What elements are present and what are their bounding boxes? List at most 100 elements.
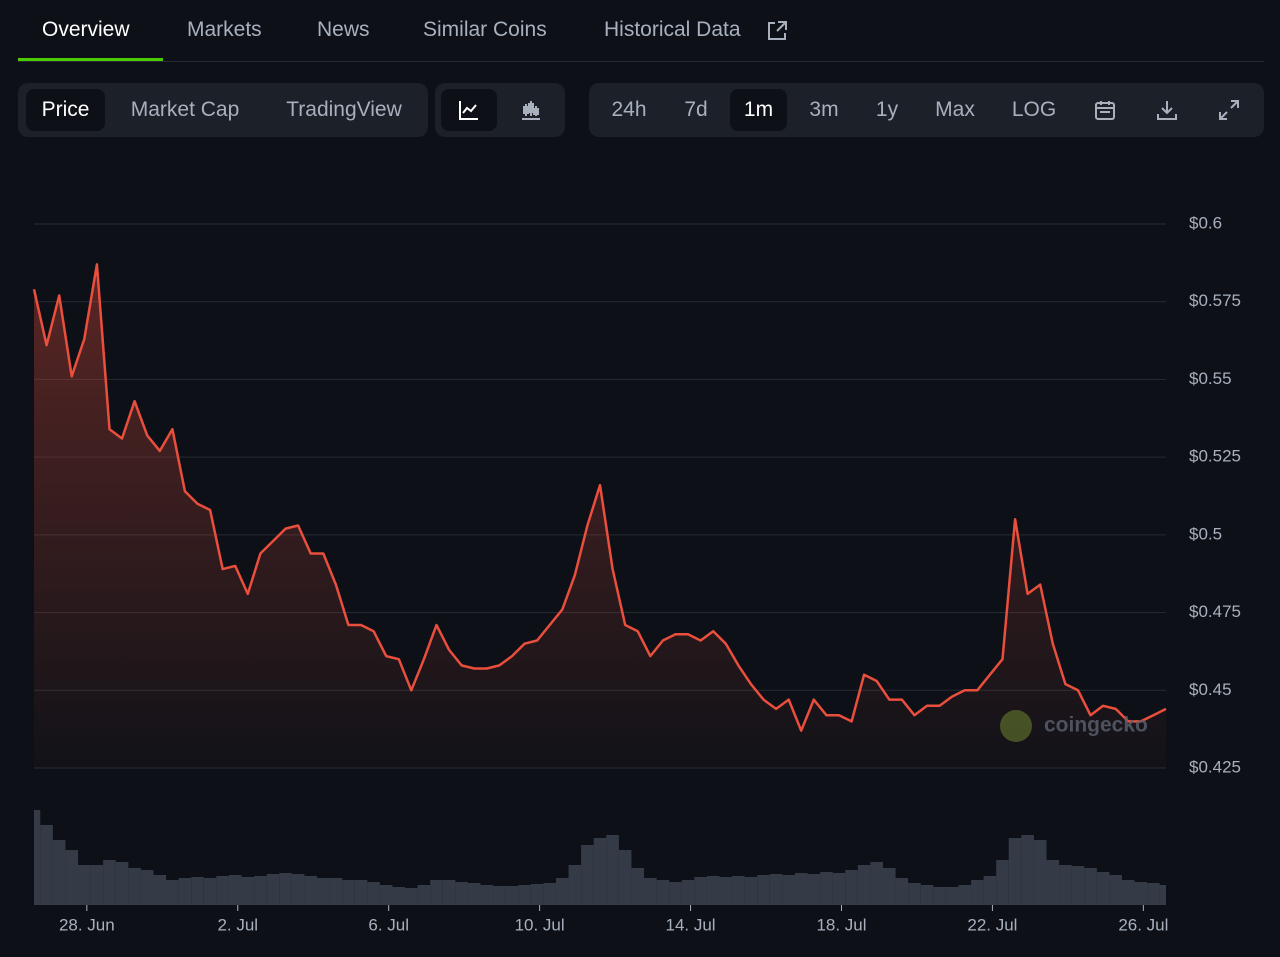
volume-bar — [555, 878, 569, 905]
range-button[interactable]: 1m — [730, 89, 787, 131]
tab[interactable]: Markets — [187, 18, 262, 41]
y-tick-label: $0.575 — [1189, 291, 1241, 310]
view-group: Price Market Cap TradingView — [18, 83, 428, 137]
fullscreen-button[interactable] — [1203, 89, 1255, 131]
volume-bar — [40, 825, 53, 905]
volume-bar — [317, 878, 330, 905]
volume-bar — [417, 885, 431, 905]
view-button[interactable]: TradingView — [286, 98, 402, 121]
volume-bar — [367, 882, 380, 905]
candle-chart-button[interactable] — [503, 89, 559, 131]
volume-bar — [128, 868, 141, 905]
volume-bar — [254, 876, 267, 905]
volume-bar — [681, 880, 695, 905]
calendar-button[interactable] — [1079, 89, 1131, 131]
volume-bar — [103, 860, 116, 905]
volume-bar — [140, 870, 154, 905]
volume-bar — [455, 882, 468, 905]
volume-bar — [543, 883, 556, 905]
volume-bar — [933, 887, 946, 905]
volume-bar — [228, 875, 242, 905]
tab[interactable]: Historical Data — [604, 18, 741, 41]
watermark-logo — [1000, 710, 1032, 742]
range-group: 24h 7d 1m 3m 1y Max LOG — [589, 83, 1264, 137]
volume-bar — [644, 878, 657, 905]
volume-bar — [971, 880, 984, 905]
y-tick-label: $0.6 — [1189, 213, 1222, 232]
tab[interactable]: News — [317, 18, 370, 41]
download-button[interactable] — [1141, 89, 1193, 131]
volume-bar — [996, 860, 1009, 905]
volume-bar — [304, 876, 317, 905]
range-button[interactable]: 3m — [809, 98, 839, 121]
volume-bar — [631, 868, 645, 905]
view-button[interactable]: Price — [26, 89, 105, 131]
price-line — [32, 263, 1167, 732]
x-tick-label: 14. Jul — [666, 915, 716, 934]
line-icon — [459, 101, 478, 120]
price-area — [34, 264, 1166, 768]
volume-bar — [191, 877, 204, 905]
y-tick-label: $0.525 — [1189, 447, 1241, 466]
line-chart-button[interactable] — [441, 89, 497, 131]
volume-bar — [870, 862, 883, 905]
volume-bar — [279, 873, 292, 905]
expand-icon — [1219, 100, 1239, 120]
volume-bar — [694, 877, 707, 905]
volume-bar — [203, 878, 217, 905]
range-button[interactable]: 1y — [875, 98, 899, 121]
volume-bar — [530, 884, 544, 905]
volume-bar — [945, 887, 959, 905]
range-button[interactable]: 7d — [684, 98, 708, 121]
volume-bar — [467, 883, 481, 905]
volume-bar — [90, 865, 104, 905]
tab[interactable]: Overview — [42, 18, 130, 41]
volume-bar — [178, 878, 192, 905]
volume-bar — [782, 875, 795, 905]
log-button[interactable]: LOG — [1011, 98, 1057, 121]
volume-bar — [166, 880, 179, 905]
volume-bar — [1021, 835, 1034, 905]
watermark-text: coingecko — [1044, 714, 1148, 737]
volume-bar — [744, 877, 758, 905]
volume-bar — [493, 886, 506, 905]
volume-bar — [618, 850, 632, 905]
x-tick-label: 26. Jul — [1118, 915, 1168, 934]
volume-bar — [78, 865, 91, 905]
volume-bar — [719, 877, 733, 905]
range-button[interactable]: Max — [935, 98, 975, 121]
volume-bar — [505, 886, 519, 905]
volume-bar — [354, 880, 368, 905]
volume-bar — [1147, 883, 1160, 905]
volume-bar — [291, 874, 305, 905]
volume-bar — [794, 873, 808, 905]
volume-bar — [908, 883, 921, 905]
tab[interactable]: Similar Coins — [423, 18, 547, 41]
volume-bar — [1159, 885, 1166, 905]
volume-bar — [52, 840, 66, 905]
volume-bar — [606, 835, 619, 905]
volume-bar — [820, 872, 833, 905]
volume-bar — [958, 885, 972, 905]
external-link-icon — [768, 21, 787, 40]
download-icon — [1157, 101, 1177, 120]
x-tick-label: 18. Jul — [816, 915, 866, 934]
volume-bar — [757, 875, 770, 905]
x-tick-label: 22. Jul — [967, 915, 1017, 934]
volume-bar — [983, 876, 997, 905]
volume-bar — [1134, 882, 1148, 905]
y-tick-label: $0.55 — [1189, 369, 1232, 388]
volume-bar — [430, 880, 443, 905]
volume-bar — [581, 845, 594, 905]
calendar-icon — [1095, 101, 1115, 120]
y-tick-label: $0.475 — [1189, 602, 1241, 621]
view-button[interactable]: Market Cap — [130, 98, 240, 121]
volume-bar — [65, 850, 79, 905]
y-tick-label: $0.5 — [1189, 524, 1222, 543]
range-button[interactable]: 24h — [611, 98, 647, 121]
candle-icon — [522, 101, 540, 120]
volume-bar — [593, 838, 607, 905]
volume-bar — [807, 874, 821, 905]
volume-bar — [1008, 838, 1022, 905]
